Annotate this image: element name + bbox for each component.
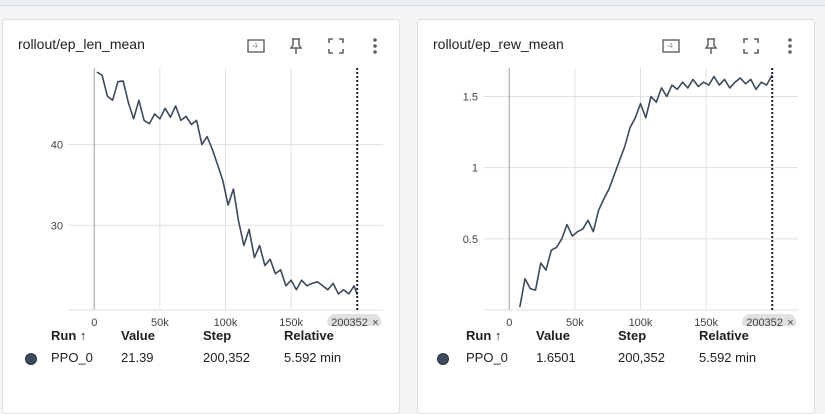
- step-badge-bg: [742, 314, 797, 326]
- run-relative: 5.592 min: [284, 350, 342, 365]
- header-run[interactable]: Run ↑: [51, 328, 87, 343]
- pin-icon[interactable]: [284, 34, 308, 58]
- fit-domain-icon[interactable]: [659, 34, 683, 58]
- x-tick-label: 100k: [629, 317, 653, 326]
- scalar-card-ep-rew-mean: rollout/ep_rew_mean 0.5 1 1.5 0 50k 100k 150k 2…: [417, 19, 815, 414]
- header-value[interactable]: Value: [536, 328, 570, 343]
- header-relative[interactable]: Relative: [699, 328, 749, 343]
- run-step: 200,352: [618, 350, 665, 365]
- y-tick-label: 1.5: [463, 91, 478, 103]
- run-relative: 5.592 min: [699, 350, 757, 365]
- run-color-dot: [437, 353, 449, 365]
- step-badge-label: 200352: [746, 317, 783, 326]
- x-tick-label: 100k: [214, 317, 238, 326]
- run-step: 200,352: [203, 350, 250, 365]
- fullscreen-icon[interactable]: [739, 34, 763, 58]
- line-chart[interactable]: 0.5 1 1.5 0 50k 100k 150k 200352 ×: [418, 60, 816, 326]
- y-tick-label: 0.5: [463, 234, 478, 246]
- run-value: 21.39: [121, 350, 154, 365]
- more-options-icon[interactable]: [778, 34, 802, 58]
- run-value: 1.6501: [536, 350, 576, 365]
- x-tick-label: 150k: [279, 317, 303, 326]
- header-value[interactable]: Value: [121, 328, 155, 343]
- run-color-dot: [25, 353, 37, 365]
- card-title: rollout/ep_len_mean: [18, 36, 145, 52]
- header-step[interactable]: Step: [203, 328, 232, 343]
- y-tick-label: 1: [472, 163, 478, 175]
- scalar-card-ep-len-mean: rollout/ep_len_mean 30 40 0 50k 100k 150k 2003…: [2, 19, 400, 414]
- pin-icon[interactable]: [699, 34, 723, 58]
- header-relative[interactable]: Relative: [284, 328, 334, 343]
- run-name: PPO_0: [466, 350, 508, 365]
- step-marker-badge[interactable]: 200352 ×: [327, 314, 382, 326]
- header-step[interactable]: Step: [618, 328, 647, 343]
- step-badge-bg: [327, 314, 382, 326]
- x-tick-label: 0: [506, 317, 512, 326]
- step-marker-badge[interactable]: 200352 ×: [742, 314, 797, 326]
- x-tick-label: 150k: [694, 317, 718, 326]
- series-line: [519, 74, 773, 308]
- x-tick-label: 50k: [151, 317, 169, 326]
- header-run[interactable]: Run ↑: [466, 328, 502, 343]
- step-badge-label: 200352: [331, 317, 368, 326]
- more-options-icon[interactable]: [363, 34, 387, 58]
- y-tick-label: 30: [51, 220, 63, 232]
- x-tick-label: 50k: [566, 317, 584, 326]
- series-line: [96, 71, 358, 296]
- line-chart[interactable]: 30 40 0 50k 100k 150k 200352 ×: [3, 60, 401, 326]
- top-bar: [0, 0, 825, 6]
- fit-domain-icon[interactable]: [244, 34, 268, 58]
- card-title: rollout/ep_rew_mean: [433, 36, 564, 52]
- step-badge-close-icon: ×: [372, 317, 378, 326]
- x-tick-label: 0: [91, 317, 97, 326]
- fullscreen-icon[interactable]: [324, 34, 348, 58]
- step-badge-close-icon: ×: [787, 317, 793, 326]
- run-name: PPO_0: [51, 350, 93, 365]
- y-tick-label: 40: [51, 140, 63, 152]
